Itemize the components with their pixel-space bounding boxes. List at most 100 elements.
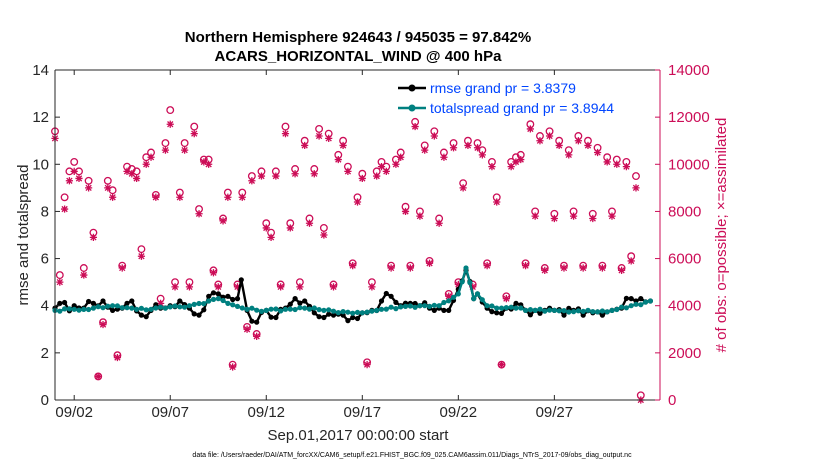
obs-possible-point [79, 264, 88, 272]
series-point-rmse [138, 312, 144, 318]
legend-spread-marker [408, 104, 416, 112]
series-point-totalspread [431, 302, 437, 308]
legend-rmse-label: rmse grand pr = 3.8379 [430, 80, 576, 96]
series-point-totalspread [138, 305, 144, 311]
series-point-rmse [527, 312, 534, 318]
series-point-totalspread [590, 309, 596, 315]
obs-assimilated-point [421, 146, 429, 154]
series-point-rmse [100, 298, 106, 304]
obs-possible-point [70, 157, 79, 166]
obs-assimilated-point [440, 153, 448, 161]
obs-assimilated-point [56, 278, 64, 286]
series-point-totalspread [153, 305, 159, 311]
series-point-totalspread [282, 306, 289, 312]
obs-assimilated-point [349, 262, 357, 270]
y-tick-label-right: 8000 [668, 203, 701, 220]
chart-title-line2: ACARS_HORIZONTAL_WIND @ 400 hPa [215, 48, 503, 65]
obs-assimilated-point [233, 283, 242, 291]
series-point-rmse [321, 314, 327, 321]
series-point-totalspread [623, 305, 630, 311]
obs-possible-point [84, 176, 93, 185]
obs-assimilated-point [75, 174, 83, 183]
series-point-totalspread [297, 305, 303, 311]
obs-assimilated-point [560, 264, 568, 272]
obs-assimilated-point [272, 172, 280, 180]
series-point-totalspread [316, 307, 322, 313]
x-tick-label: 09/27 [536, 404, 574, 421]
obs-assimilated-point [142, 160, 150, 168]
x-axis-label: Sep.01,2017 00:00:00 start [268, 427, 450, 444]
obs-assimilated-point [454, 280, 462, 289]
obs-assimilated-point [473, 144, 482, 152]
obs-assimilated-point [517, 155, 525, 164]
series-point-totalspread [278, 308, 284, 314]
series-point-totalspread [484, 303, 490, 309]
obs-assimilated-point [123, 167, 131, 175]
obs-assimilated-point [397, 153, 405, 161]
legend: rmse grand pr = 3.8379 totalspread grand… [398, 80, 614, 116]
obs-assimilated-point [277, 283, 285, 291]
obs-assimilated-point [214, 283, 222, 291]
series-point-rmse [537, 310, 543, 316]
series-point-totalspread [523, 307, 529, 313]
obs-assimilated-point [329, 283, 338, 291]
series-point-totalspread [393, 306, 399, 312]
series-point-totalspread [494, 305, 500, 311]
obs-assimilated-point [267, 233, 275, 241]
series-point-totalspread [311, 305, 317, 311]
series-point-totalspread [134, 306, 140, 312]
obs-assimilated-point [99, 320, 107, 329]
series-point-rmse [378, 298, 385, 304]
series-point-totalspread [81, 306, 87, 312]
obs-assimilated-point [478, 151, 486, 159]
series-point-totalspread [566, 309, 572, 315]
series-point-rmse [124, 300, 130, 306]
series-point-rmse [57, 300, 63, 306]
series-point-rmse [273, 314, 279, 321]
obs-possible-point [55, 271, 64, 280]
series-point-rmse [316, 314, 322, 320]
series-point-totalspread [287, 306, 293, 312]
series-point-totalspread [518, 305, 524, 311]
obs-assimilated-point [109, 193, 117, 201]
obs-assimilated-point [464, 141, 472, 150]
series-point-totalspread [633, 301, 639, 307]
x-tick-label: 09/07 [151, 404, 189, 421]
series-point-rmse [441, 307, 447, 313]
obs-assimilated-point [185, 283, 194, 291]
series-point-rmse [388, 293, 394, 299]
series-point-totalspread [426, 303, 433, 309]
obs-assimilated-point [512, 158, 520, 166]
legend-spread-label: totalspread grand pr = 3.8944 [430, 100, 614, 116]
series-point-totalspread [105, 303, 111, 309]
obs-assimilated-point [550, 214, 558, 223]
obs-assimilated-point [137, 252, 146, 260]
series-point-totalspread [571, 309, 577, 315]
obs-assimilated-point [425, 259, 434, 267]
obs-assimilated-point [262, 224, 270, 232]
obs-assimilated-point [411, 122, 419, 131]
obs-assimilated-point [502, 295, 510, 303]
obs-assimilated-point [161, 146, 170, 154]
series-point-rmse [498, 310, 505, 316]
series-point-totalspread [258, 308, 265, 314]
series-point-totalspread [474, 291, 481, 297]
obs-assimilated-point [382, 167, 390, 175]
x-tick-label: 09/02 [55, 404, 93, 421]
chart-title-line1: Northern Hemisphere 924643 / 945035 = 97… [185, 29, 531, 46]
series-point-rmse [196, 312, 202, 318]
obs-possible-point [315, 124, 324, 133]
obs-assimilated-point [190, 130, 198, 138]
obs-assimilated-point [94, 372, 102, 381]
series-point-totalspread [503, 305, 509, 311]
series-point-rmse [350, 314, 356, 321]
obs-assimilated-point [579, 264, 587, 272]
series-point-totalspread [407, 303, 413, 309]
series-point-totalspread [551, 307, 558, 313]
y-tick-label-left: 14 [32, 62, 49, 79]
obs-assimilated-point [133, 174, 141, 183]
series-point-totalspread [239, 305, 245, 311]
series-point-totalspread [230, 302, 236, 308]
x-tick-label: 09/17 [344, 404, 382, 421]
series-point-rmse [383, 290, 389, 297]
